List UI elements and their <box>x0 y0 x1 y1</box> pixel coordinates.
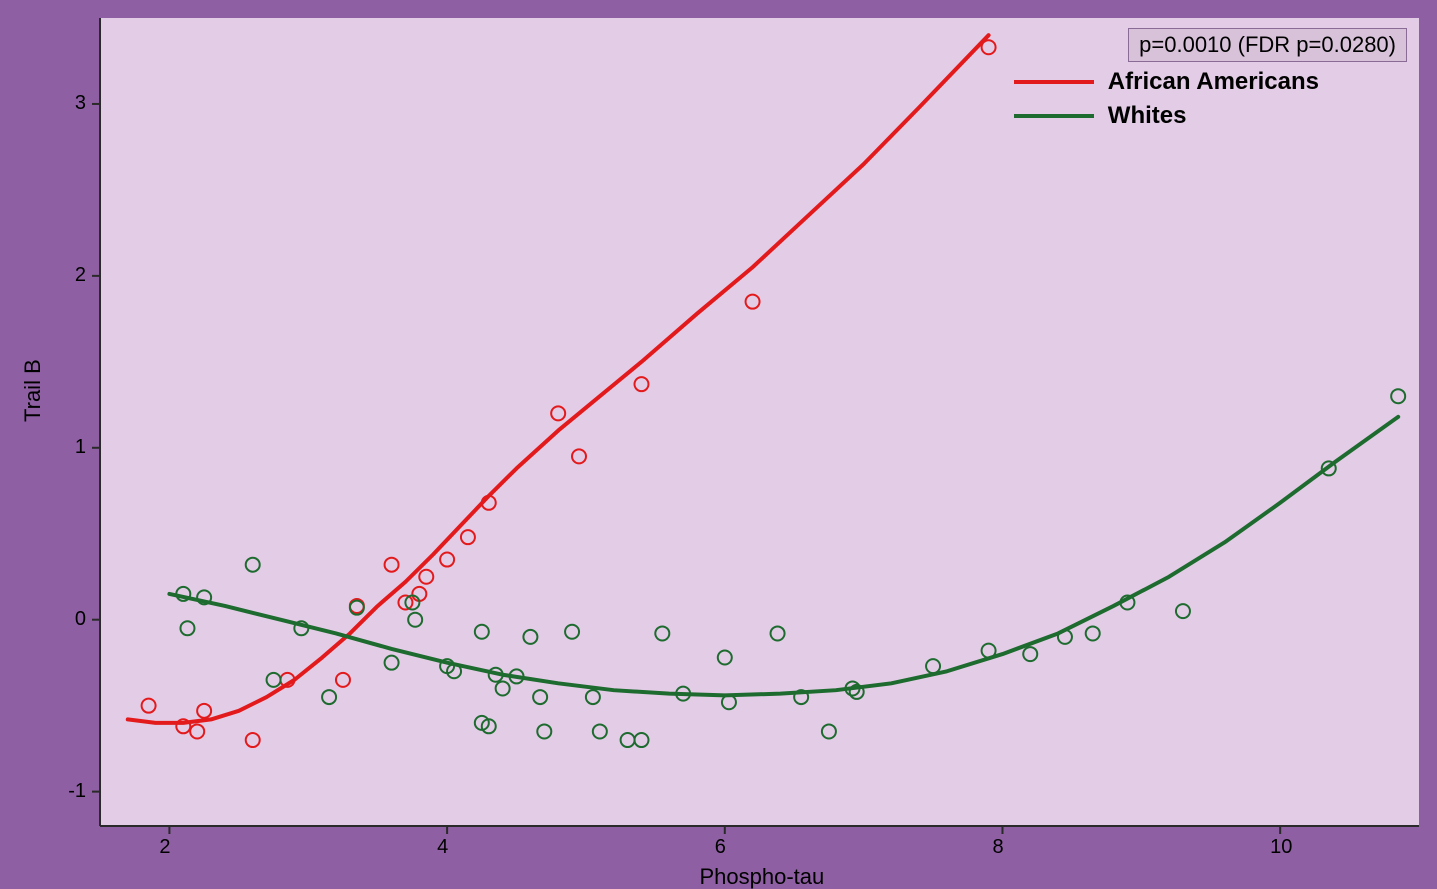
y-tick-label: 0 <box>75 608 86 631</box>
legend-item: Whites <box>1014 102 1319 130</box>
x-tick-label: 6 <box>715 836 726 859</box>
y-axis-label: Trail B <box>20 359 46 422</box>
p-value-box: p=0.0010 (FDR p=0.0280) <box>1128 28 1407 62</box>
legend-swatch <box>1014 114 1094 118</box>
legend-label: African Americans <box>1108 68 1319 96</box>
y-tick-label: 3 <box>75 92 86 115</box>
chart-outer: 2 4 6 8 10 -1 0 1 2 3 Phospho-tau Trail B p=0.0010 (… <box>0 0 1437 889</box>
x-axis-label: Phospho-tau <box>700 864 825 889</box>
plot-background <box>100 18 1419 826</box>
x-tick-label: 4 <box>437 836 448 859</box>
y-tick-label: 2 <box>75 264 86 287</box>
x-tick-label: 8 <box>992 836 1003 859</box>
y-tick-label: -1 <box>68 780 86 803</box>
legend: African Americans Whites <box>1014 68 1319 136</box>
legend-item: African Americans <box>1014 68 1319 96</box>
x-tick-label: 2 <box>159 836 170 859</box>
legend-label: Whites <box>1108 102 1187 130</box>
x-tick-label: 10 <box>1270 836 1292 859</box>
legend-swatch <box>1014 80 1094 84</box>
y-tick-label: 1 <box>75 436 86 459</box>
